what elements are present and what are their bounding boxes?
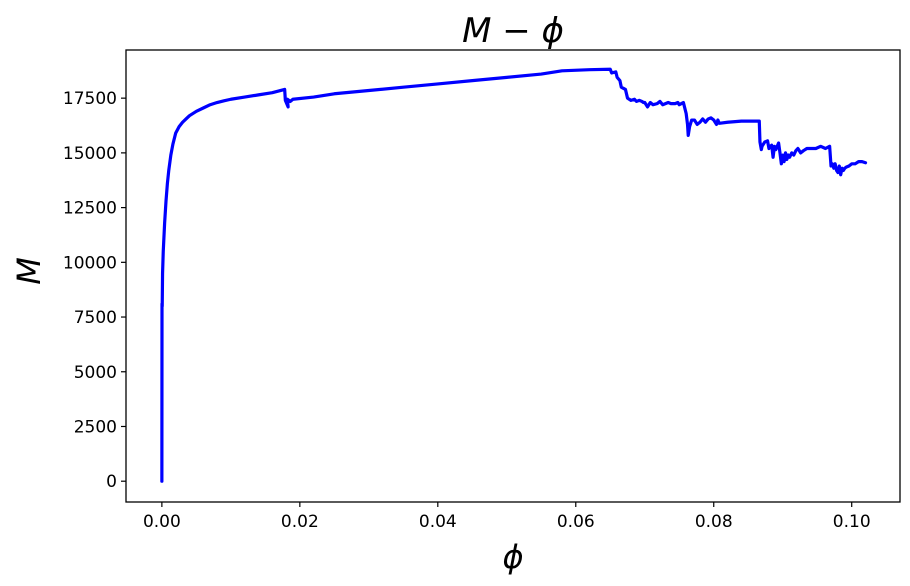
y-axis: 0 2500 5000 7500 10000 12500 15000 17500 [63, 89, 126, 492]
x-tick-label: 0.10 [833, 512, 871, 532]
x-tick-label: 0.00 [143, 512, 181, 532]
series-line-0 [160, 67, 868, 483]
y-tick-label: 7500 [74, 308, 117, 328]
y-tick-label: 12500 [63, 199, 117, 219]
x-axis-label: ϕ [502, 538, 523, 576]
chart-title: M − ϕ [462, 11, 564, 51]
y-axis-label: M [10, 257, 48, 285]
series-layer [160, 67, 868, 483]
y-tick-label: 2500 [74, 417, 117, 437]
x-tick-label: 0.02 [281, 512, 319, 532]
x-tick-label: 0.08 [695, 512, 733, 532]
x-tick-label: 0.06 [557, 512, 595, 532]
y-tick-label: 17500 [63, 89, 117, 109]
y-tick-label: 0 [106, 472, 117, 492]
y-tick-label: 15000 [63, 144, 117, 164]
plot-area [125, 49, 901, 503]
x-axis: 0.00 0.02 0.04 0.06 0.08 0.10 [143, 502, 871, 532]
x-tick-label: 0.04 [419, 512, 457, 532]
y-tick-label: 5000 [74, 363, 117, 383]
plot-frame [125, 49, 901, 503]
y-tick-label: 10000 [63, 253, 117, 273]
